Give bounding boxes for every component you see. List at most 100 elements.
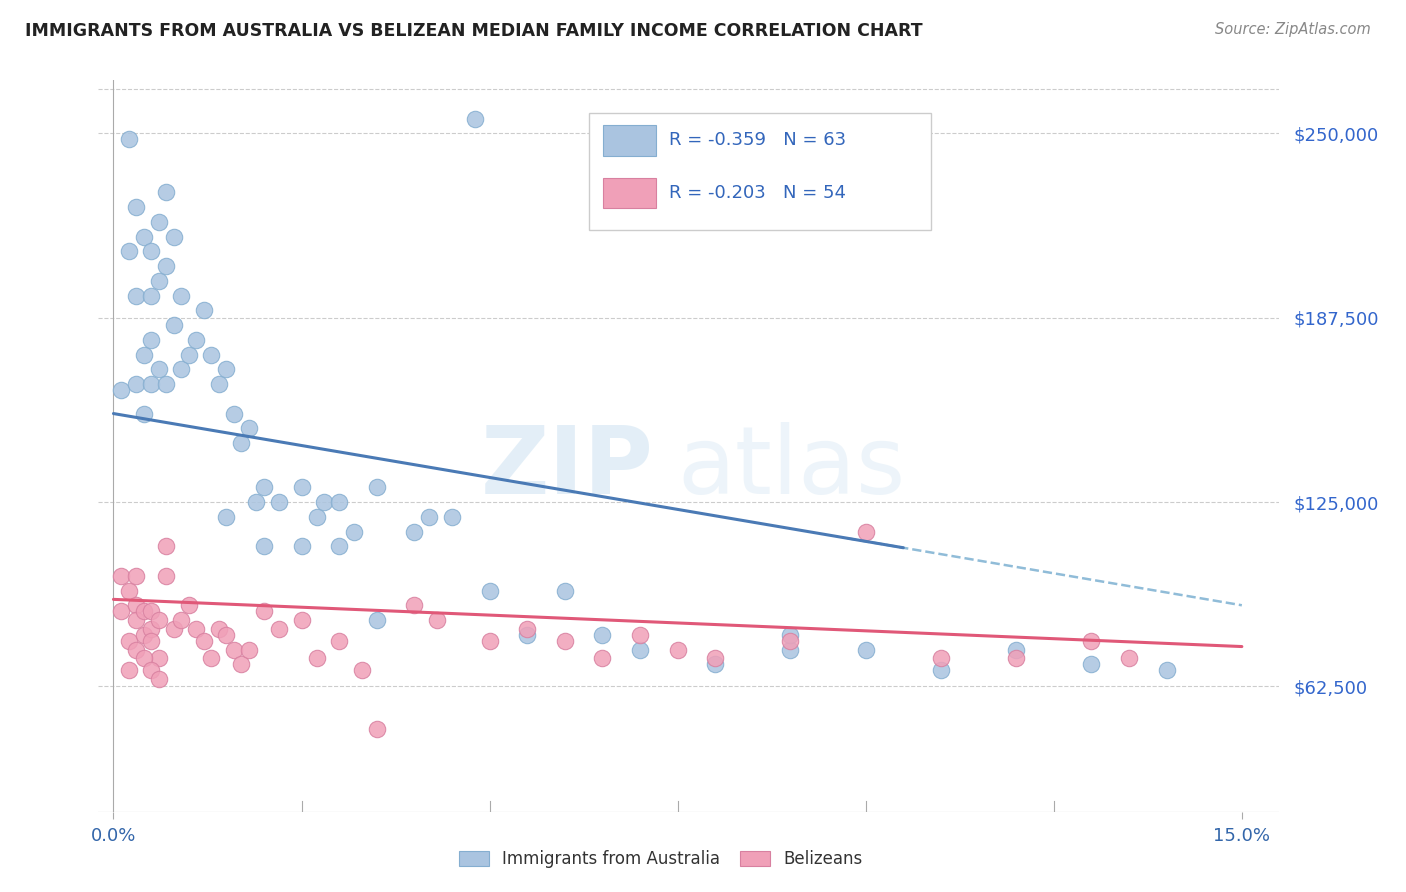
Point xyxy=(267,622,290,636)
Point xyxy=(193,303,215,318)
Point xyxy=(148,274,170,288)
Point xyxy=(139,377,162,392)
Point xyxy=(139,604,162,618)
Point xyxy=(704,657,727,672)
Point xyxy=(1156,663,1178,677)
Point xyxy=(148,362,170,376)
Point xyxy=(117,244,139,259)
Text: atlas: atlas xyxy=(678,422,905,514)
Point xyxy=(267,495,290,509)
Point xyxy=(855,642,877,657)
Text: ZIP: ZIP xyxy=(481,422,654,514)
Point xyxy=(148,215,170,229)
Point xyxy=(186,622,208,636)
Point xyxy=(779,633,801,648)
Point xyxy=(155,539,177,553)
Point xyxy=(132,348,155,362)
Point xyxy=(1118,651,1140,665)
Point xyxy=(110,604,132,618)
Point xyxy=(208,377,231,392)
Point xyxy=(117,633,139,648)
Text: IMMIGRANTS FROM AUSTRALIA VS BELIZEAN MEDIAN FAMILY INCOME CORRELATION CHART: IMMIGRANTS FROM AUSTRALIA VS BELIZEAN ME… xyxy=(25,22,922,40)
Point xyxy=(628,628,651,642)
Point xyxy=(177,348,200,362)
Point xyxy=(125,599,148,613)
Point xyxy=(222,407,245,421)
Point xyxy=(253,539,276,553)
Point xyxy=(139,622,162,636)
Point xyxy=(200,651,222,665)
Point xyxy=(155,568,177,582)
Point xyxy=(200,348,222,362)
Point xyxy=(516,628,538,642)
Point xyxy=(290,613,312,627)
Point xyxy=(328,539,350,553)
Point xyxy=(117,583,139,598)
Point xyxy=(163,229,186,244)
Point xyxy=(125,642,148,657)
Point xyxy=(139,288,162,302)
Point xyxy=(125,288,148,302)
Point xyxy=(628,642,651,657)
Point xyxy=(253,480,276,494)
Point xyxy=(110,383,132,397)
Point xyxy=(478,583,501,598)
Point xyxy=(238,421,260,435)
Point xyxy=(163,318,186,332)
FancyBboxPatch shape xyxy=(589,113,931,230)
Point xyxy=(132,651,155,665)
Text: R = -0.203   N = 54: R = -0.203 N = 54 xyxy=(669,184,846,202)
Point xyxy=(516,622,538,636)
Point xyxy=(779,628,801,642)
Point xyxy=(125,613,148,627)
Point xyxy=(148,672,170,686)
Point xyxy=(208,622,231,636)
Point xyxy=(290,539,312,553)
Point xyxy=(426,613,449,627)
Point xyxy=(1080,633,1102,648)
Point xyxy=(177,599,200,613)
Point xyxy=(139,633,162,648)
Point xyxy=(155,377,177,392)
Point xyxy=(170,613,193,627)
Point xyxy=(117,663,139,677)
Point xyxy=(305,651,328,665)
Point xyxy=(404,524,426,539)
Point xyxy=(366,613,388,627)
Point xyxy=(591,651,613,665)
Bar xyxy=(603,178,655,209)
Point xyxy=(418,509,440,524)
Point xyxy=(132,229,155,244)
Point xyxy=(591,628,613,642)
Point xyxy=(215,509,238,524)
Text: Source: ZipAtlas.com: Source: ZipAtlas.com xyxy=(1215,22,1371,37)
Point xyxy=(1005,642,1028,657)
Bar xyxy=(603,125,655,155)
Point xyxy=(554,583,576,598)
Point xyxy=(132,628,155,642)
Point xyxy=(245,495,267,509)
Point xyxy=(314,495,336,509)
Point xyxy=(478,633,501,648)
Point xyxy=(155,186,177,200)
Point xyxy=(404,599,426,613)
Point xyxy=(554,633,576,648)
Point xyxy=(110,568,132,582)
Point xyxy=(125,377,148,392)
Point xyxy=(929,651,952,665)
Point xyxy=(155,259,177,273)
Point xyxy=(231,657,253,672)
Point xyxy=(222,642,245,657)
Point xyxy=(464,112,486,126)
Point xyxy=(855,524,877,539)
Point xyxy=(305,509,328,524)
Point xyxy=(139,663,162,677)
Point xyxy=(186,333,208,347)
Point xyxy=(170,288,193,302)
Point xyxy=(1080,657,1102,672)
Point xyxy=(929,663,952,677)
Point xyxy=(125,200,148,214)
Point xyxy=(350,663,373,677)
Point xyxy=(1005,651,1028,665)
Text: R = -0.359   N = 63: R = -0.359 N = 63 xyxy=(669,131,846,149)
